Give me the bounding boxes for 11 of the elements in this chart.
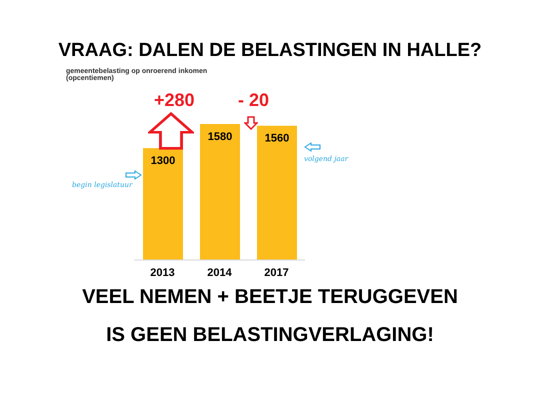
text: - 20 <box>238 90 270 111</box>
text: VEEL NEMEN + BEETJE TERUGGEVEN <box>81 286 459 309</box>
x-tick-label: 2017 <box>264 266 289 279</box>
text: +280 <box>154 90 195 111</box>
text: IS GEEN BELASTINGVERLAGING! <box>105 324 435 347</box>
data-label: 1300 <box>150 154 176 167</box>
data-label: 1560 <box>264 132 290 145</box>
chart-title: VRAAG: DALEN DE BELASTINGEN IN HALLE? <box>57 40 483 62</box>
data-label: 1580 <box>208 130 232 143</box>
x-tick-label: 2014 <box>207 266 233 279</box>
x-tick-label: 2013 <box>150 266 175 279</box>
